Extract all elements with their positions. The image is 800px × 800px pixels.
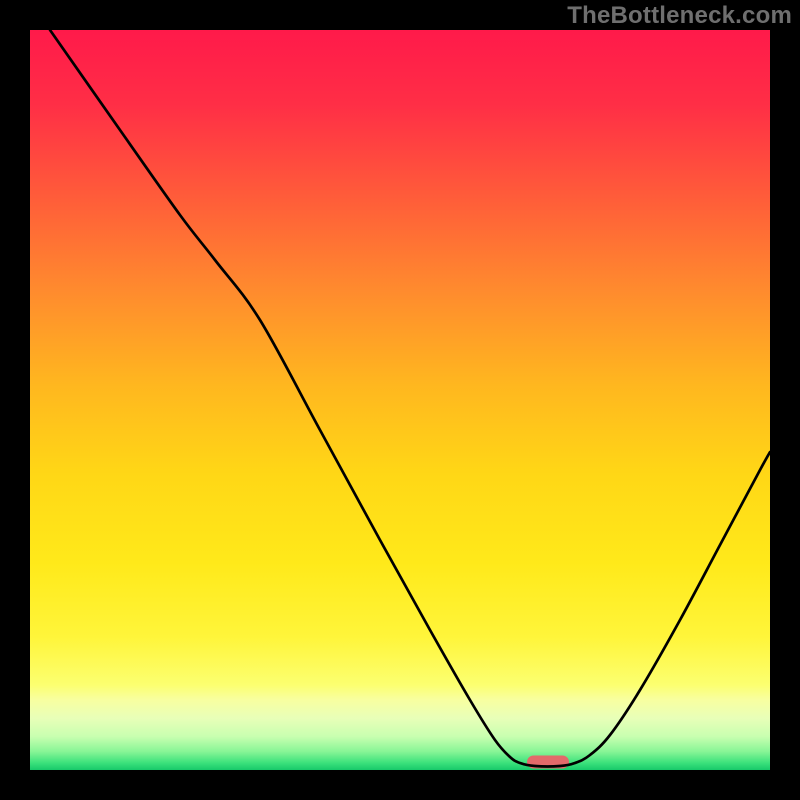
chart-canvas: TheBottleneck.com (0, 0, 800, 800)
chart-svg (0, 0, 800, 800)
watermark-text: TheBottleneck.com (567, 2, 792, 30)
